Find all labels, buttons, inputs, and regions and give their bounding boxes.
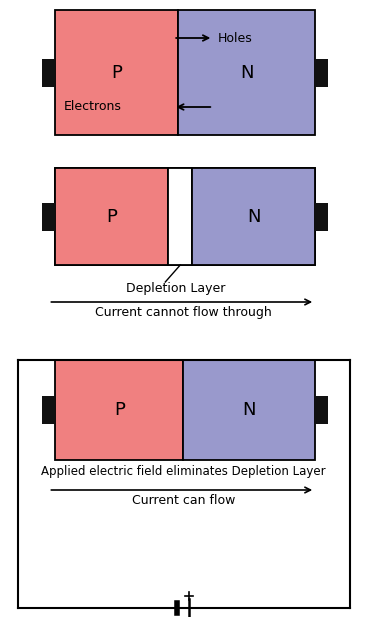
Bar — [168, 168, 192, 265]
Bar — [315, 59, 328, 86]
Text: Current cannot flow through: Current cannot flow through — [95, 306, 272, 319]
Text: N: N — [247, 207, 261, 225]
Text: P: P — [112, 64, 122, 81]
Text: Depletion Layer: Depletion Layer — [126, 282, 225, 295]
Text: P: P — [114, 401, 125, 419]
Bar — [315, 202, 328, 231]
Bar — [43, 396, 55, 424]
Text: Current can flow: Current can flow — [131, 494, 235, 507]
Bar — [315, 396, 328, 424]
Bar — [183, 360, 315, 460]
Text: N: N — [240, 64, 253, 81]
Text: Electrons: Electrons — [63, 101, 121, 114]
Bar — [192, 168, 315, 265]
Text: N: N — [243, 401, 256, 419]
Text: Holes: Holes — [218, 31, 253, 44]
Bar — [43, 59, 55, 86]
Bar — [55, 168, 168, 265]
Text: Applied electric field eliminates Depletion Layer: Applied electric field eliminates Deplet… — [41, 465, 326, 478]
Bar — [178, 10, 315, 135]
Bar — [55, 168, 315, 265]
Text: P: P — [106, 207, 117, 225]
Bar — [43, 202, 55, 231]
Bar — [55, 10, 178, 135]
Bar — [55, 360, 183, 460]
